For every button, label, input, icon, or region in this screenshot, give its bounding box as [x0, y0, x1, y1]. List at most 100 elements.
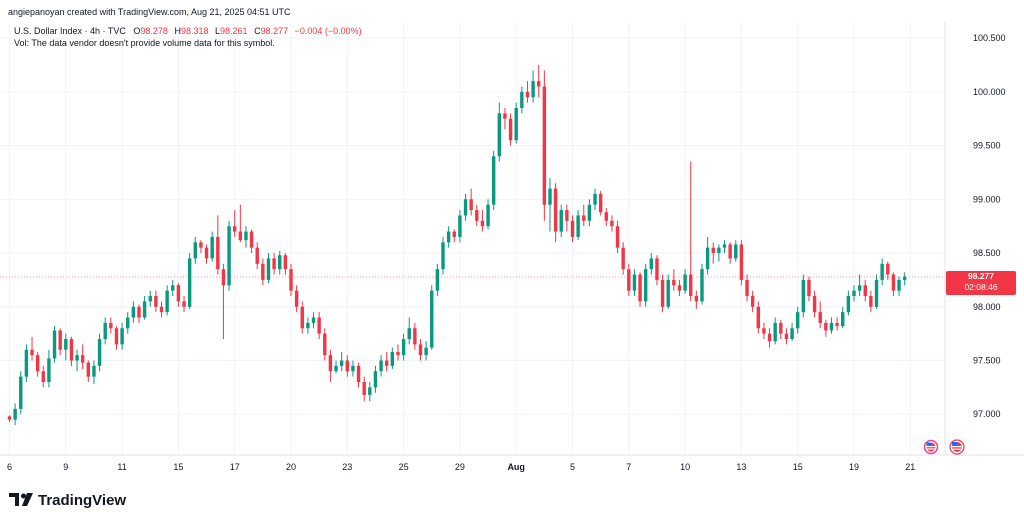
candle	[58, 328, 62, 356]
candle-body	[430, 290, 434, 348]
candle	[373, 365, 378, 393]
last-price-tag[interactable]: 98.277 02:08:46	[946, 271, 1016, 296]
candle	[159, 301, 164, 318]
y-tick-label: 100.500	[973, 33, 1006, 43]
x-tick-label: 23	[342, 462, 352, 472]
candle-body	[69, 339, 74, 361]
y-tick-label: 97.000	[973, 409, 1001, 419]
candle-body	[604, 212, 608, 221]
candle-body	[666, 279, 670, 307]
candle-body	[559, 210, 563, 232]
candle	[559, 204, 563, 237]
candle	[52, 326, 57, 363]
candle-body	[722, 244, 727, 248]
close-label: C	[254, 26, 261, 36]
candle	[41, 365, 45, 388]
symbol-legend[interactable]: U.S. Dollar Index · 4h · TVC O98.278 H98…	[14, 26, 362, 36]
candle	[812, 290, 817, 318]
candle-body	[660, 279, 665, 307]
candle	[323, 328, 327, 361]
candle	[114, 326, 119, 350]
high-value: 98.318	[181, 26, 209, 36]
candle-body	[266, 258, 271, 280]
candle-body	[835, 322, 839, 327]
candle-body	[396, 351, 400, 356]
candle	[339, 351, 344, 372]
candle	[525, 81, 530, 103]
x-tick-label: 13	[736, 462, 746, 472]
candle-body	[435, 269, 440, 291]
x-tick-label: 6	[7, 462, 12, 472]
candle-body	[689, 274, 693, 297]
candle-body	[565, 210, 569, 221]
candle	[86, 360, 91, 382]
candle-body	[683, 274, 687, 291]
candle	[255, 242, 259, 270]
candle	[621, 242, 625, 275]
candle	[30, 336, 34, 361]
close-value: 98.277	[261, 26, 289, 36]
candle-body	[233, 226, 237, 232]
candle-body	[47, 358, 51, 382]
candle-body	[452, 231, 456, 237]
candle-body	[401, 339, 406, 356]
candle	[767, 328, 772, 348]
candle	[700, 263, 704, 305]
candle	[458, 210, 462, 243]
candle	[548, 177, 552, 232]
candle	[857, 274, 862, 297]
candle-body	[159, 306, 164, 313]
candle-body	[345, 360, 349, 372]
candle-body	[13, 408, 17, 420]
candle-body	[35, 355, 40, 372]
open-label: O	[133, 26, 140, 36]
candle	[835, 317, 839, 331]
candle-body	[548, 188, 552, 205]
candle-body	[120, 328, 124, 345]
x-tick-label: 15	[793, 462, 803, 472]
candle-body	[841, 312, 845, 327]
candle	[328, 349, 333, 382]
candle	[396, 344, 400, 361]
candle-body	[328, 355, 333, 372]
price-axis[interactable]: 100.500 100.000 99.500 99.000 98.500 98.000 97…	[973, 33, 1006, 419]
candle-body	[385, 360, 389, 366]
candle	[891, 272, 896, 297]
candle-body	[80, 355, 85, 363]
candle-body	[103, 322, 107, 340]
candle	[807, 276, 811, 302]
candle	[64, 333, 68, 361]
us-flag-event-icon[interactable]	[923, 439, 939, 455]
candle-body	[413, 328, 417, 345]
candle	[582, 204, 586, 227]
us-flag-event-icon[interactable]	[949, 439, 965, 455]
candle	[306, 317, 310, 334]
candle-body	[238, 231, 243, 241]
candle-body	[418, 344, 423, 356]
candle	[300, 301, 304, 334]
candle	[334, 360, 338, 374]
candle	[165, 285, 169, 316]
candle-body	[204, 247, 209, 259]
candle	[829, 317, 834, 334]
candle	[227, 220, 231, 291]
candle	[463, 193, 468, 221]
candle	[109, 317, 113, 334]
candle-body	[171, 285, 175, 291]
candle	[705, 236, 710, 275]
candle	[531, 70, 535, 103]
candle-body	[598, 193, 603, 213]
candle	[126, 312, 130, 334]
candle	[182, 296, 186, 313]
x-tick-label: 17	[230, 462, 240, 472]
time-axis[interactable]: 6 9 11 15 17 20 23 25 29 Aug 5 7 10 13 15 19 21	[7, 462, 915, 472]
symbol-name[interactable]: U.S. Dollar Index · 4h · TVC	[14, 26, 126, 36]
candle-body	[407, 328, 411, 340]
candle-body	[711, 247, 715, 254]
candle	[430, 285, 434, 350]
tradingview-logo[interactable]: TradingView	[9, 492, 126, 509]
candle	[154, 290, 158, 313]
candle	[401, 333, 406, 361]
candle-body	[801, 279, 806, 313]
